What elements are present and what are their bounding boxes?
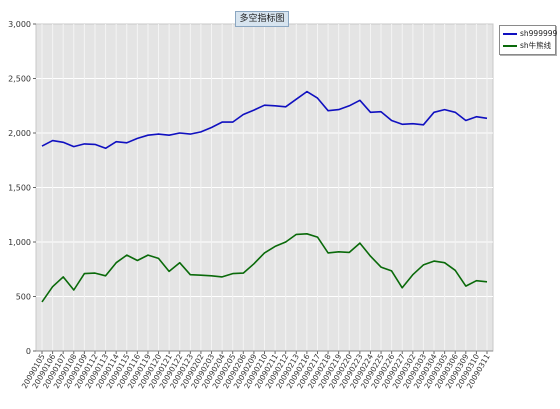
y-axis-ticks: 0 500 1,000 1,500 2,000 2,500 3,000 xyxy=(8,20,36,356)
y-tick-label: 3,000 xyxy=(8,20,31,29)
x-axis-ticks: 2009010520090106200901072009010820090109… xyxy=(20,350,493,390)
y-tick-label: 500 xyxy=(16,293,31,302)
chart-title: 多空指标图 xyxy=(235,11,289,27)
y-tick-label: 0 xyxy=(26,347,31,356)
series-line-1 xyxy=(41,90,488,150)
legend-swatch-series-2 xyxy=(503,45,517,47)
series-line-2 xyxy=(41,233,488,303)
legend-swatch-series-1 xyxy=(503,33,517,35)
series-lines xyxy=(41,90,488,303)
legend-label-series-1: sh999999 xyxy=(520,29,558,38)
grid-lines xyxy=(36,24,493,351)
y-tick-label: 1,000 xyxy=(8,238,31,247)
legend-item-series-2: sh牛熊线 xyxy=(503,40,555,52)
legend-label-series-2: sh牛熊线 xyxy=(520,41,552,50)
chart-legend: sh999999 sh牛熊线 xyxy=(499,25,558,55)
y-tick-label: 2,500 xyxy=(8,75,31,84)
y-tick-label: 2,000 xyxy=(8,129,31,138)
legend-item-series-1: sh999999 xyxy=(503,28,558,40)
y-tick-label: 1,500 xyxy=(8,184,31,193)
